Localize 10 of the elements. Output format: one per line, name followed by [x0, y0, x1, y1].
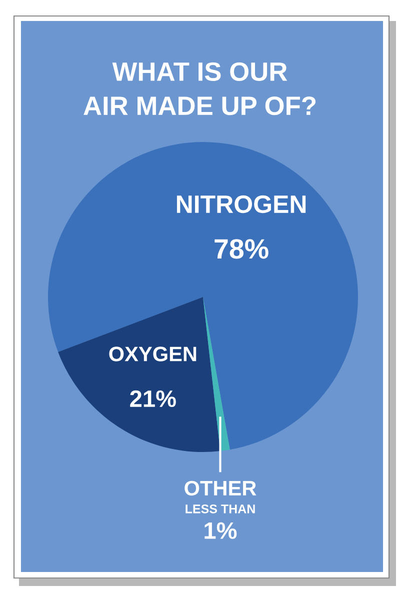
data-label: LESS THAN 1% — [186, 504, 255, 539]
slice-label: NITROGEN — [176, 195, 306, 214]
data-label: 21% — [130, 390, 176, 408]
chart-title: WHAT IS OUR AIR MADE UP OF? — [84, 62, 316, 116]
pie-slice — [203, 297, 230, 452]
pie-slice — [58, 297, 220, 452]
slice-label: OTHER — [184, 480, 256, 496]
data-label: 78% — [214, 239, 268, 259]
slice-label: OXYGEN — [109, 346, 196, 362]
pie-slice — [48, 142, 358, 450]
